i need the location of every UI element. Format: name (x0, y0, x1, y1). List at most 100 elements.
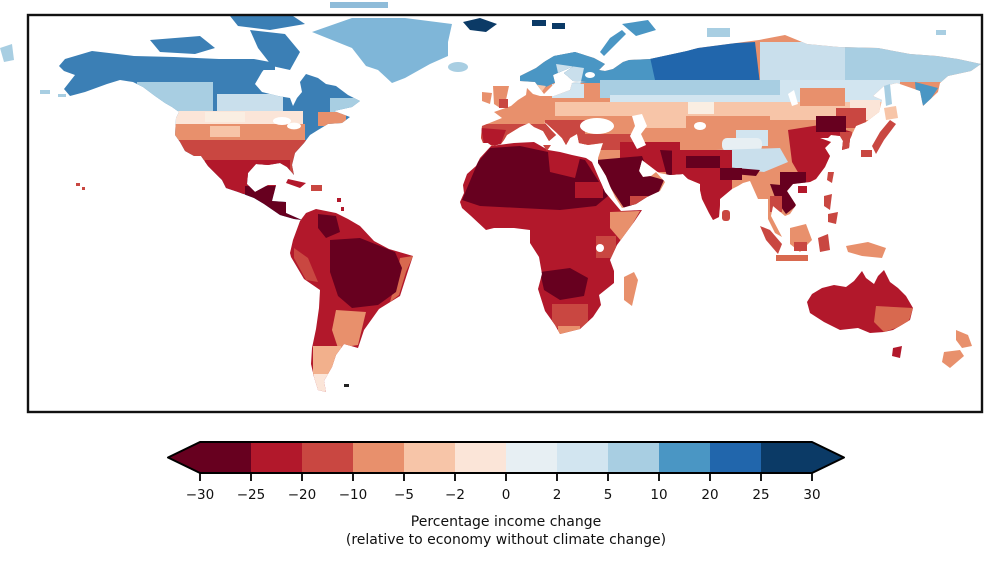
tick-label: −10 (339, 487, 368, 503)
region-amur (800, 88, 845, 106)
region-peru-coast (294, 248, 318, 282)
island-ellesmere (230, 14, 305, 30)
region-tibet (716, 148, 788, 172)
colorbar-segment-11 (761, 442, 812, 473)
region-new-england (318, 112, 346, 126)
region-cape-coast (558, 326, 580, 334)
island-sumatra (760, 226, 782, 254)
island-luzon (824, 194, 832, 210)
colorbar: −30 −25 −20 −10 −5 −2 0 2 5 10 20 25 30 … (167, 441, 845, 548)
island-franz-josef-2 (552, 23, 565, 29)
tick-label: −2 (445, 487, 465, 503)
island-novaya-zemlya (600, 30, 626, 56)
island-honshu (872, 120, 896, 154)
region-yunnan (780, 172, 806, 186)
region-north-china (816, 116, 846, 132)
region-uk (493, 86, 509, 108)
island-tasmania (892, 346, 902, 358)
tick-label: 10 (650, 487, 667, 503)
island-madagascar (624, 272, 638, 306)
region-east-africa (596, 236, 616, 258)
island-hawaii-2 (82, 187, 85, 190)
lake-baikal (788, 90, 798, 106)
region-venezuela (318, 214, 340, 238)
island-antilles-1 (337, 198, 341, 202)
island-sakhalin (884, 84, 892, 106)
colorbar-segment-4 (404, 442, 455, 473)
island-nz-south (942, 350, 964, 368)
island-nz-north (956, 330, 972, 348)
island-baffin (250, 30, 300, 70)
tick-label: 30 (803, 487, 820, 503)
colorbar-arrow-left (168, 442, 200, 473)
region-iberia (481, 128, 506, 146)
colorbar-segment-6 (506, 442, 557, 473)
island-svalbard (463, 18, 497, 32)
island-wrangel (936, 30, 946, 35)
island-victoria-banks (150, 36, 215, 54)
southeast-asia-islands (760, 194, 886, 261)
lake-victoria (596, 244, 604, 252)
colorbar-segment-7 (557, 442, 608, 473)
island-sicily (543, 145, 551, 151)
island-java (776, 255, 808, 261)
island-hokkaido (884, 106, 898, 120)
colorbar-segment-10 (710, 442, 761, 473)
region-sudan (575, 182, 603, 198)
tick-label: 2 (553, 487, 562, 503)
east-asia-islands (722, 84, 898, 221)
region-kamchatka (915, 82, 938, 108)
region-horn-of-africa (610, 211, 640, 242)
great-lakes-east (287, 122, 301, 130)
arctic-islands (463, 18, 946, 56)
caspian-sea (630, 114, 647, 149)
region-yakutia (760, 42, 845, 82)
region-bangladesh (720, 168, 742, 180)
tick-label: 25 (752, 487, 769, 503)
island-sri-lanka (722, 210, 730, 221)
tick-label: 0 (502, 487, 511, 503)
region-iceland (448, 62, 468, 72)
tick-label: −5 (394, 487, 414, 503)
aral-sea (694, 122, 706, 130)
colorbar-segment-0 (200, 442, 251, 473)
colorbar-title-line1: Percentage income change (411, 514, 601, 530)
island-aleutians-2 (58, 94, 66, 97)
island-sulawesi (818, 234, 830, 252)
island-southampton (262, 62, 275, 70)
region-yemen (630, 196, 648, 205)
colorbar-arrow-right (812, 442, 844, 473)
island-antilles-2 (341, 207, 344, 211)
island-mindanao (828, 212, 838, 224)
colorbar-segment-3 (353, 442, 404, 473)
island-severnaya-zemlya (622, 20, 656, 36)
region-korea (840, 132, 852, 150)
tick-label: −25 (237, 487, 266, 503)
continent-south-america (290, 209, 413, 392)
region-argentina-north (332, 310, 366, 348)
tick-label: 20 (701, 487, 718, 503)
lake-ladoga (585, 72, 595, 78)
continent-africa (460, 142, 642, 334)
arctic-island-overflow (330, 2, 388, 8)
colorbar-segment-5 (455, 442, 506, 473)
colorbar-segment-1 (251, 442, 302, 473)
region-kazakh-pale (688, 102, 714, 114)
island-taiwan (827, 172, 834, 183)
continent-eurasia (481, 35, 981, 237)
region-libya-egypt (548, 152, 580, 178)
island-franz-josef-1 (532, 20, 546, 26)
region-amazon-basin (330, 238, 402, 308)
colorbar-segment-8 (608, 442, 659, 473)
region-scandinavia (516, 50, 590, 90)
island-hawaii-1 (76, 183, 80, 186)
region-angola-zambia (540, 268, 588, 300)
island-borneo-south (794, 242, 807, 251)
region-kazakhstan (640, 112, 686, 128)
island-hispaniola (311, 185, 322, 191)
region-tarim-basin (722, 138, 762, 151)
region-us-rockies (210, 126, 240, 137)
black-sea (580, 118, 614, 134)
